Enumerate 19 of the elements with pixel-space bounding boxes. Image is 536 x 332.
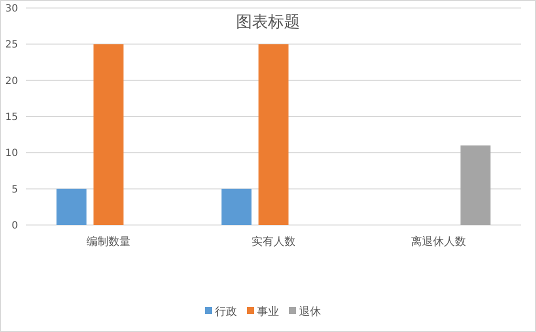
x-tick-label: 实有人数	[252, 235, 296, 248]
x-tick-label: 离退休人数	[411, 235, 466, 248]
legend-label: 行政	[215, 304, 237, 318]
bar	[222, 188, 252, 225]
y-tick-label: 5	[12, 184, 18, 196]
legend-label: 事业	[257, 304, 279, 318]
x-tick-label: 编制数量	[86, 235, 130, 248]
y-tick-label: 0	[12, 220, 18, 232]
bar	[460, 145, 490, 225]
legend-label: 退休	[299, 304, 321, 318]
y-tick-label: 20	[5, 76, 18, 87]
chart-title: 图表标题	[236, 12, 300, 31]
bar	[258, 44, 288, 225]
y-tick-label: 15	[5, 112, 18, 123]
y-tick-label: 25	[5, 40, 18, 51]
bar	[94, 44, 124, 225]
y-tick-label: 30	[5, 4, 18, 14]
bar	[56, 188, 86, 225]
y-tick-label: 10	[5, 148, 18, 160]
